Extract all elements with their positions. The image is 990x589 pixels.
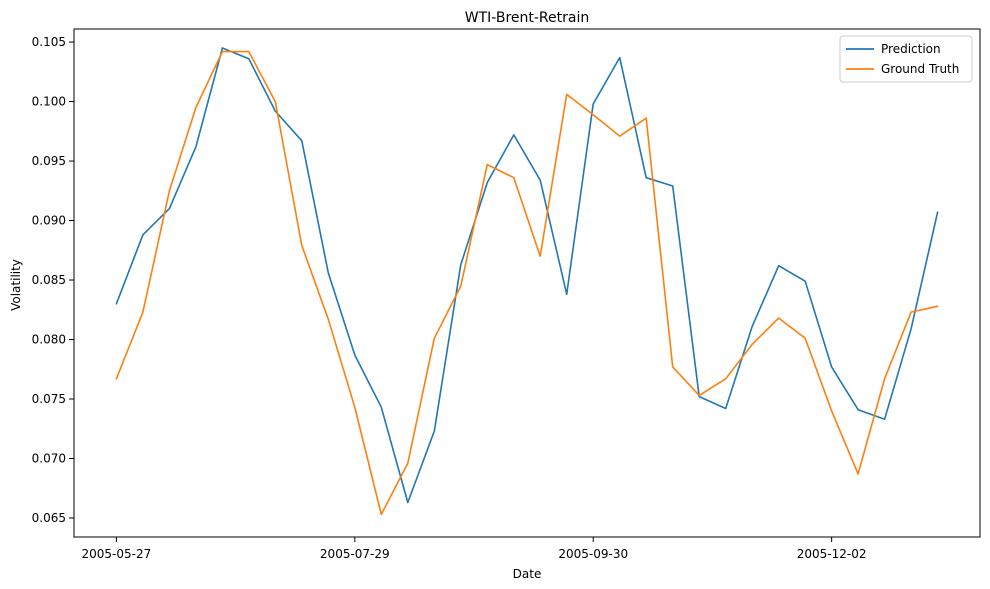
y-axis-ticks: 0.065 0.070 0.075 0.080 0.085 0.090 0.095 0.100… xyxy=(32,35,74,525)
x-tick-label: 2005-05-27 xyxy=(82,547,152,561)
legend: Prediction Ground Truth xyxy=(839,35,973,83)
plot-frame xyxy=(73,28,981,538)
y-tick-label: 0.075 xyxy=(32,392,66,406)
plot-series xyxy=(115,47,939,516)
x-tick-label: 2005-07-29 xyxy=(320,547,390,561)
chart-title: WTI-Brent-Retrain xyxy=(465,10,589,26)
x-axis-label: Date xyxy=(513,567,542,581)
legend-box xyxy=(839,35,973,83)
legend-label: Ground Truth xyxy=(881,62,959,76)
y-tick-label: 0.065 xyxy=(32,511,66,525)
legend-label: Prediction xyxy=(881,42,941,56)
y-tick-label: 0.085 xyxy=(32,273,66,287)
x-axis-ticks: 2005-05-27 2005-07-29 2005-09-30 2005-12-02 xyxy=(82,537,867,561)
y-tick-label: 0.100 xyxy=(32,95,66,109)
series-line-prediction xyxy=(115,47,939,504)
y-axis-label: Volatility xyxy=(9,259,23,311)
x-tick-label: 2005-09-30 xyxy=(558,547,628,561)
x-tick-label: 2005-12-02 xyxy=(797,547,867,561)
y-tick-label: 0.090 xyxy=(32,214,66,228)
series-line-ground-truth xyxy=(115,50,939,516)
y-tick-label: 0.095 xyxy=(32,154,66,168)
y-tick-label: 0.105 xyxy=(32,35,66,49)
y-tick-label: 0.070 xyxy=(32,451,66,465)
y-tick-label: 0.080 xyxy=(32,333,66,347)
